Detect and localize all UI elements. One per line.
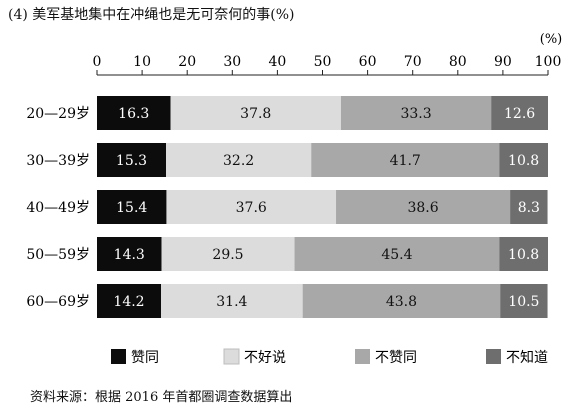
source-note: 资料来源：根据 2016 年首都圈调查数据算出: [30, 390, 293, 405]
x-tick-label: 20: [178, 54, 196, 70]
bar-segment: [161, 237, 295, 271]
bar-segment: [499, 237, 548, 271]
legend-label: 赞同: [131, 350, 159, 366]
bar-value-label: 37.8: [240, 106, 271, 122]
x-tick-label: 100: [535, 54, 562, 70]
legend-label: 不好说: [244, 350, 286, 366]
bar-segment: [166, 190, 337, 224]
bar-segment: [302, 284, 501, 318]
bar-value-label: 38.6: [407, 200, 438, 216]
bar-value-label: 10.8: [508, 247, 539, 263]
chart-title: (4) 美军基地集中在冲绳也是无可奈何的事(%): [8, 7, 295, 23]
x-tick-label: 80: [449, 54, 467, 70]
bar-segment: [499, 143, 548, 177]
bar-value-label: 15.4: [116, 200, 147, 216]
x-tick-label: 50: [314, 54, 332, 70]
bar-segment: [97, 237, 162, 271]
bar-value-label: 32.2: [223, 153, 254, 169]
bar-segment: [97, 190, 167, 224]
bar-value-label: 33.3: [400, 106, 431, 122]
bar-value-label: 14.2: [113, 294, 144, 310]
bar-value-label: 16.3: [118, 106, 149, 122]
category-label: 30—39岁: [26, 153, 90, 169]
x-tick-label: 90: [494, 54, 512, 70]
category-label: 60—69岁: [26, 294, 90, 310]
bar-segment: [336, 190, 511, 224]
category-label: 40—49岁: [26, 200, 90, 216]
x-tick-label: 0: [93, 54, 102, 70]
legend-swatch: [486, 349, 501, 364]
bar-value-label: 37.6: [236, 200, 267, 216]
bar-segment: [166, 143, 312, 177]
bar-segment: [161, 284, 303, 318]
bar-segment: [500, 284, 548, 318]
bar-segment: [294, 237, 500, 271]
bar-value-label: 10.5: [508, 294, 539, 310]
legend-label: 不知道: [506, 349, 548, 366]
bar-segment: [170, 96, 341, 130]
bar-value-label: 45.4: [381, 247, 412, 263]
category-label: 50—59岁: [26, 247, 90, 263]
legend-label: 不赞同: [375, 350, 417, 366]
legend-swatch: [223, 348, 240, 365]
bar-segment: [97, 96, 171, 130]
bar-segment: [491, 96, 548, 130]
bar-segment: [510, 190, 548, 224]
legend-swatch: [355, 349, 370, 364]
bar-segment: [311, 143, 500, 177]
axis-unit-label: (%): [540, 32, 563, 47]
bar-value-label: 41.7: [390, 153, 421, 169]
x-tick-label: 70: [404, 54, 422, 70]
bar-segment: [97, 143, 167, 177]
bar-value-label: 31.4: [216, 294, 247, 310]
bar-value-label: 43.8: [386, 294, 417, 310]
bar-value-label: 15.3: [116, 153, 147, 169]
bar-value-label: 8.3: [518, 200, 540, 216]
bar-value-label: 10.8: [508, 153, 539, 169]
x-tick-label: 30: [223, 54, 241, 70]
bar-value-label: 29.5: [212, 247, 243, 263]
x-tick-label: 60: [359, 54, 377, 70]
bar-value-label: 14.3: [114, 247, 145, 263]
x-tick-label: 10: [133, 54, 151, 70]
bar-segment: [340, 96, 492, 130]
bar-segment: [97, 284, 162, 318]
category-label: 20—29岁: [26, 106, 90, 122]
legend-swatch: [111, 349, 126, 364]
bar-value-label: 12.6: [504, 106, 535, 122]
x-tick-label: 40: [268, 54, 286, 70]
